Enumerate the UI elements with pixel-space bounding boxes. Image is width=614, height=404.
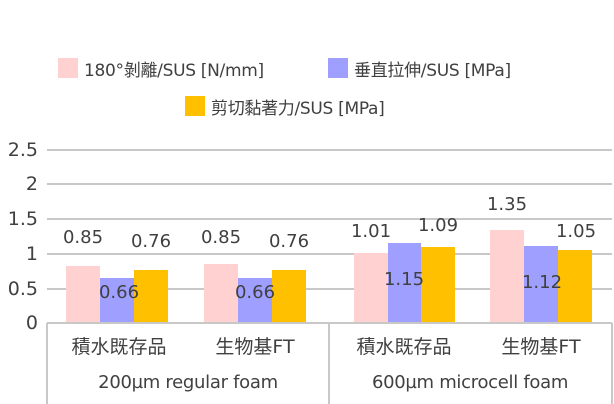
frame-left	[46, 323, 48, 404]
legend-item-shear[interactable]: 剪切黏著力/SUS [MPa]	[185, 95, 385, 119]
bar-shear-group3[interactable]	[421, 247, 455, 323]
group-label-200um: 200µm regular foam	[98, 372, 278, 393]
bar-tensile-group2[interactable]	[238, 278, 272, 323]
y-tick-label: 1.5	[7, 208, 38, 230]
group-label-600um: 600µm microcell foam	[371, 372, 569, 393]
value-label-peel-group3: 1.01	[350, 221, 392, 242]
bar-tensile-group1[interactable]	[100, 278, 134, 323]
bar-peel-group1[interactable]	[66, 266, 100, 323]
value-label-tensile-group4: 1.12	[521, 272, 563, 293]
bar-tensile-group4[interactable]	[524, 246, 558, 323]
legend-label-shear: 剪切黏著力/SUS [MPa]	[211, 98, 385, 119]
y-tick-label: 0	[25, 312, 38, 334]
value-label-shear-group3: 1.09	[417, 215, 459, 236]
value-label-peel-group4: 1.35	[486, 194, 528, 215]
bar-shear-group4[interactable]	[558, 250, 592, 323]
gridline-0.5	[47, 288, 612, 290]
legend-swatch-tensile	[328, 58, 348, 78]
y-tick-label: 1	[25, 243, 38, 265]
value-label-tensile-group3: 1.15	[383, 269, 425, 290]
bar-shear-group1[interactable]	[134, 270, 168, 323]
bar-peel-group4[interactable]	[490, 230, 524, 323]
y-tick-label: 2	[25, 173, 38, 195]
y-tick-label: 0.5	[7, 278, 38, 300]
legend-item-tensile[interactable]: 垂直拉伸/SUS [MPa]	[328, 57, 511, 81]
category-label: 生物基FT	[215, 336, 295, 358]
value-label-peel-group1: 0.85	[62, 227, 104, 248]
value-label-shear-group2: 0.76	[268, 231, 310, 252]
category-label: 積水既存品	[356, 336, 452, 358]
value-label-tensile-group1: 0.66	[98, 282, 140, 303]
frame-divider	[328, 323, 330, 404]
gridline-1.5	[47, 218, 612, 220]
value-label-tensile-group2: 0.66	[234, 282, 276, 303]
value-label-shear-group4: 1.05	[555, 221, 597, 242]
legend-label-tensile: 垂直拉伸/SUS [MPa]	[354, 60, 511, 81]
gridline-1	[47, 253, 612, 255]
bar-peel-group3[interactable]	[354, 253, 388, 323]
bar-peel-group2[interactable]	[204, 264, 238, 323]
legend-swatch-peel	[58, 58, 78, 78]
y-tick-label: 2.5	[7, 139, 38, 161]
value-label-shear-group1: 0.76	[130, 231, 172, 252]
category-label: 積水既存品	[71, 336, 167, 358]
bar-tensile-group3[interactable]	[388, 243, 421, 323]
legend-item-peel[interactable]: 180°剝離/SUS [N/mm]	[58, 57, 264, 81]
gridline-2	[47, 183, 612, 185]
category-label: 生物基FT	[501, 336, 581, 358]
value-label-peel-group2: 0.85	[200, 227, 242, 248]
legend-swatch-shear	[185, 96, 205, 116]
gridline-2.5	[47, 149, 612, 151]
bar-shear-group2[interactable]	[272, 270, 306, 323]
frame-right	[611, 323, 613, 404]
legend-label-peel: 180°剝離/SUS [N/mm]	[84, 60, 264, 81]
